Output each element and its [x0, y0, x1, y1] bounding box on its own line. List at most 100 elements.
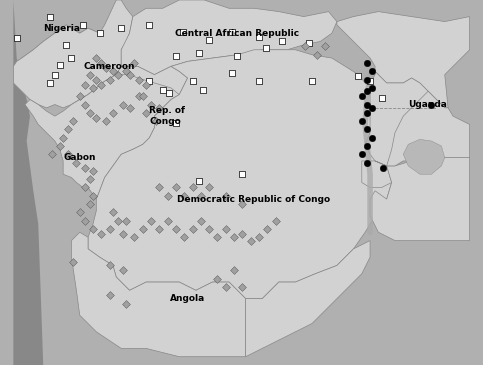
Point — [180, 193, 188, 199]
Point — [378, 95, 385, 101]
Point — [308, 78, 316, 84]
Point — [239, 284, 246, 290]
Point — [228, 28, 236, 34]
Point — [358, 151, 366, 157]
Point — [380, 165, 387, 170]
Point — [222, 284, 229, 290]
Point — [59, 135, 67, 141]
Polygon shape — [25, 75, 179, 199]
Text: Democratic Republic of Congo: Democratic Republic of Congo — [177, 195, 330, 204]
Point — [271, 218, 279, 224]
Point — [117, 25, 125, 31]
Point — [81, 185, 88, 191]
Point — [166, 90, 173, 96]
Point — [222, 193, 229, 199]
Point — [98, 231, 105, 237]
Point — [358, 93, 366, 99]
Point — [228, 70, 236, 76]
Point — [122, 301, 130, 307]
Polygon shape — [121, 0, 337, 75]
Point — [102, 65, 110, 71]
Point — [179, 28, 186, 34]
Point — [363, 143, 370, 149]
Point — [363, 88, 370, 94]
Point — [64, 151, 72, 157]
Point — [152, 118, 160, 124]
Point — [81, 165, 88, 170]
Point — [64, 127, 72, 132]
Point — [156, 185, 163, 191]
Point — [68, 55, 75, 61]
Point — [139, 93, 147, 99]
Point — [69, 118, 77, 124]
Point — [363, 127, 370, 132]
Point — [51, 72, 59, 78]
Point — [363, 60, 370, 66]
Point — [142, 82, 150, 88]
Point — [262, 45, 270, 51]
Point — [126, 72, 133, 78]
Point — [205, 37, 213, 43]
Point — [189, 226, 197, 232]
Polygon shape — [403, 139, 445, 174]
Point — [126, 105, 133, 111]
Point — [122, 68, 130, 74]
Point — [72, 160, 80, 165]
Point — [172, 120, 180, 126]
Point — [363, 101, 370, 107]
Point — [56, 62, 64, 68]
Text: Rep. of
Congo: Rep. of Congo — [149, 107, 185, 126]
Polygon shape — [71, 66, 187, 199]
Point — [189, 78, 197, 84]
Text: Gabon: Gabon — [63, 153, 96, 162]
Point — [427, 101, 435, 107]
Point — [205, 226, 213, 232]
Point — [86, 72, 94, 78]
Point — [368, 105, 376, 111]
Point — [180, 234, 188, 240]
Text: Central African Republic: Central African Republic — [175, 29, 299, 38]
Point — [195, 178, 203, 184]
Point — [197, 218, 205, 224]
Point — [86, 176, 94, 182]
Point — [81, 218, 88, 224]
Polygon shape — [14, 0, 43, 365]
Point — [147, 218, 155, 224]
Point — [114, 72, 122, 78]
Point — [321, 43, 329, 49]
Point — [122, 218, 130, 224]
Point — [109, 210, 117, 215]
Point — [156, 105, 163, 111]
Point — [130, 60, 138, 66]
Point — [255, 234, 263, 240]
Point — [102, 118, 110, 124]
Point — [363, 77, 370, 82]
Point — [355, 73, 362, 79]
Point — [213, 234, 221, 240]
Polygon shape — [362, 161, 392, 188]
Point — [197, 193, 205, 199]
Point — [255, 78, 263, 84]
Point — [263, 226, 271, 232]
Point — [139, 226, 147, 232]
Polygon shape — [370, 158, 469, 241]
Point — [114, 218, 122, 224]
Point — [233, 54, 241, 59]
Point — [56, 143, 64, 149]
Point — [358, 118, 366, 124]
Point — [63, 42, 71, 48]
Point — [76, 210, 84, 215]
Point — [199, 87, 206, 92]
Point — [86, 201, 94, 207]
Point — [147, 101, 155, 107]
Point — [247, 238, 255, 243]
Point — [13, 35, 21, 41]
Point — [48, 151, 56, 157]
Point — [368, 85, 376, 91]
Point — [172, 54, 180, 59]
Point — [159, 87, 167, 92]
Text: Angola: Angola — [170, 294, 205, 303]
Point — [213, 276, 221, 282]
Point — [98, 82, 105, 88]
Point — [136, 77, 143, 82]
